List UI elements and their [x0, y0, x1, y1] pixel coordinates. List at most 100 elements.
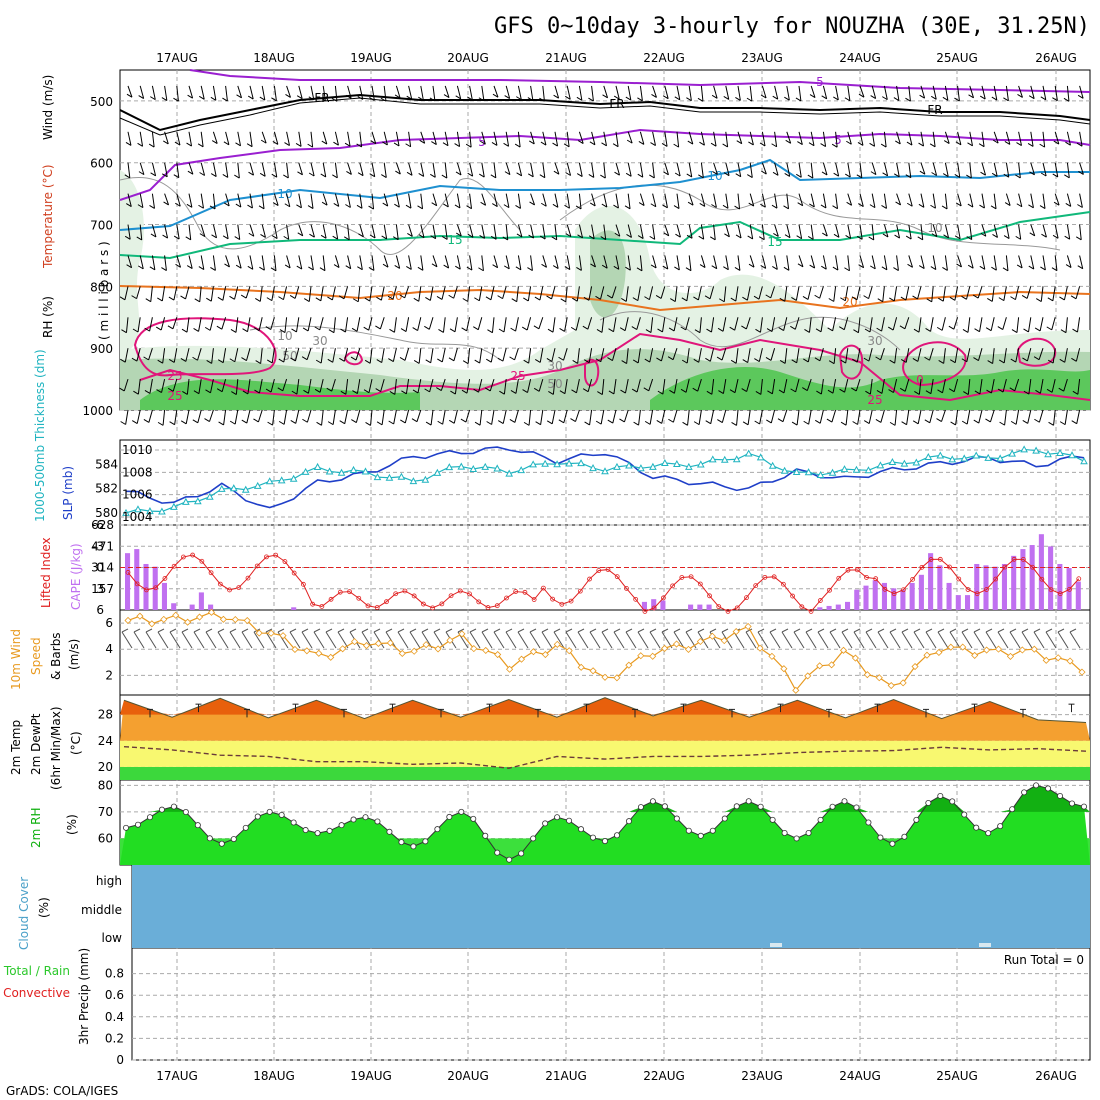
wind-barb	[917, 409, 922, 424]
wind-barb	[432, 162, 436, 178]
wind-barb	[639, 224, 644, 239]
wind-barb	[747, 409, 751, 425]
wind10-barb-flag	[1045, 628, 1053, 633]
wind-barb-flag	[893, 267, 899, 272]
lifted-index-point	[457, 588, 463, 594]
wind-barb	[1063, 286, 1068, 301]
wind-barb	[1077, 317, 1081, 333]
wind-barb	[310, 131, 314, 148]
rh-point	[781, 829, 788, 836]
contour-label-0: FR	[314, 91, 329, 105]
wind10-speed-point	[362, 642, 371, 650]
wind-barb	[822, 131, 827, 147]
wind-barb	[261, 224, 266, 238]
wind-barb	[615, 255, 620, 270]
lifted-index-point	[328, 596, 334, 602]
lifted-index-point	[707, 593, 712, 599]
wind10-barb-flag	[1021, 628, 1029, 633]
wind-barb-flag	[503, 204, 510, 209]
wind10-barb-flag	[649, 628, 657, 633]
wind-barb-flag	[644, 358, 651, 363]
wind-barb-flag	[363, 389, 370, 394]
wind10-barb-flag	[409, 628, 417, 633]
wind-barb	[356, 317, 361, 332]
rh-point	[182, 809, 189, 816]
wind-barb-flag	[137, 204, 144, 209]
wind-barb-flag	[180, 358, 187, 362]
thickness-point	[217, 484, 226, 492]
wind-barb-flag	[430, 235, 436, 240]
wind-barb	[1030, 131, 1034, 147]
wind-barb	[188, 162, 194, 175]
wind-barb	[871, 193, 876, 208]
lifted-index-point	[365, 603, 371, 609]
wind-barb	[662, 379, 666, 395]
wind-barb	[783, 378, 788, 394]
wind10-barb	[745, 631, 757, 649]
wind-barb-flag	[784, 96, 790, 101]
wind-barb-flag	[821, 265, 827, 270]
wind-barb-flag	[173, 97, 179, 102]
wind-barb	[517, 224, 523, 238]
wind-barb-flag	[827, 327, 833, 332]
thickness-point	[984, 453, 993, 461]
wind-barb	[847, 255, 850, 271]
ytick-precip-0: 0	[116, 1053, 124, 1067]
wind-barb-flag	[186, 203, 193, 208]
wind-barb-flag	[998, 359, 1005, 364]
wind10-barb	[1009, 631, 1021, 649]
wind10-barb-flag	[205, 628, 213, 633]
wind-barb-flag	[1035, 389, 1041, 394]
thickness-point	[361, 467, 370, 475]
wind-barb	[286, 131, 290, 146]
wind-barb-flag	[419, 139, 425, 144]
date-bottom-18AUG: 18AUG	[253, 1069, 295, 1083]
wind-barb	[493, 193, 498, 207]
wind-barb	[833, 348, 837, 364]
wind-barb	[932, 224, 938, 237]
cape-bar	[1048, 546, 1054, 610]
wind-barb	[627, 131, 633, 144]
wind-barb-flag	[173, 174, 180, 179]
wind10-barb-flag	[445, 628, 453, 633]
wind-barb-flag	[193, 390, 200, 395]
wind-barb-flag	[746, 97, 753, 102]
wind-barb	[517, 193, 521, 209]
wind-barb	[418, 348, 422, 364]
wind-barb	[843, 317, 849, 330]
thickness-point	[325, 467, 334, 475]
wind-barb-flag	[126, 264, 132, 269]
wind-barb-flag	[1039, 143, 1045, 148]
wind-barb	[164, 193, 170, 206]
wind-barb-flag	[352, 298, 359, 303]
wind-barb-flag	[467, 233, 474, 238]
wind-barb-flag	[387, 295, 394, 300]
wind-barb	[162, 409, 166, 426]
wind-barb	[371, 85, 375, 101]
wind-barb	[503, 317, 507, 333]
thickness-point	[301, 467, 310, 475]
wind10-barb-flag	[1009, 628, 1017, 633]
wind-barb	[591, 131, 596, 145]
wind-barb-flag	[370, 140, 377, 145]
lifted-index-point	[937, 556, 943, 562]
wind-barb	[723, 286, 727, 302]
wind-barb	[896, 131, 901, 145]
wind-barb	[430, 409, 434, 426]
wind-barb	[820, 379, 824, 395]
wind-barb	[481, 85, 485, 101]
wind-barb-flag	[937, 389, 943, 394]
wind-barb-flag	[235, 203, 242, 208]
wind10-speed-point	[875, 674, 883, 682]
wind-barb-flag	[356, 204, 363, 209]
wind-barb	[652, 193, 657, 207]
wind-barb-flag	[912, 358, 919, 362]
lifted-index-point	[577, 588, 583, 594]
wind-barb	[176, 224, 180, 240]
wind10-barb-flag	[805, 628, 813, 633]
wind-barb-flag	[742, 296, 748, 301]
wind-barb-flag	[990, 205, 997, 210]
wind10-speed-point	[744, 622, 752, 631]
wind-barb-flag	[583, 359, 590, 364]
wind-barb	[648, 286, 654, 300]
